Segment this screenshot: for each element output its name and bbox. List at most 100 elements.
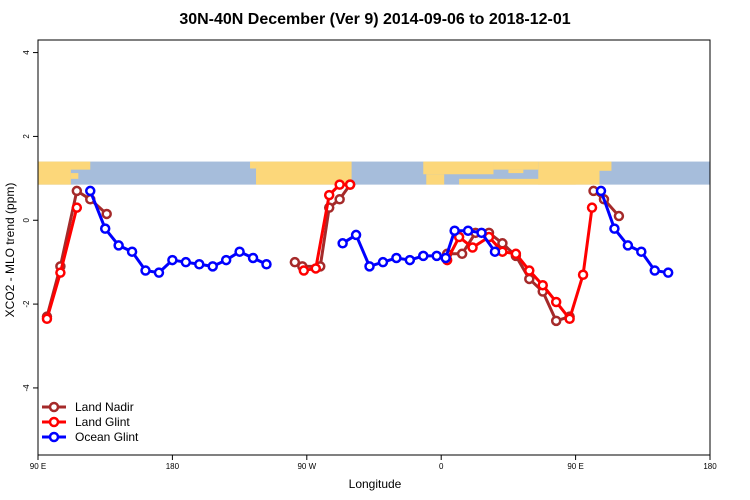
data-point [344, 179, 356, 190]
data-point [71, 202, 83, 213]
data-point [497, 238, 508, 249]
data-point [577, 269, 589, 280]
map-strip [38, 161, 710, 185]
data-point [153, 267, 165, 278]
data-point [431, 250, 442, 262]
data-point [207, 261, 218, 272]
map-land-region [493, 161, 539, 170]
data-point [140, 265, 151, 276]
map-land-region [423, 161, 494, 175]
data-point [462, 225, 474, 236]
y-tick-label: 0 [22, 217, 31, 222]
legend-label: Ocean Glint [75, 430, 139, 444]
series-line [45, 207, 79, 320]
x-tick-label: 180 [703, 462, 717, 471]
x-axis-label: Longitude [349, 477, 402, 491]
x-tick-label: 90 W [297, 462, 316, 471]
series-land-glint [41, 179, 598, 325]
y-axis: -4 -2 0 2 4 [22, 50, 38, 392]
x-tick-label: 180 [166, 462, 180, 471]
data-point [310, 263, 322, 274]
data-point [71, 185, 83, 197]
chart-title: 30N-40N December (Ver 9) 2014-09-06 to 2… [179, 11, 570, 28]
series-ocean-glint [85, 185, 674, 278]
plot-frame [37, 39, 711, 456]
data-point [550, 296, 562, 308]
data-point [510, 248, 522, 260]
data-point [85, 185, 96, 197]
map-land-region [256, 161, 352, 185]
y-tick-label: 4 [22, 50, 31, 55]
data-point [564, 313, 575, 325]
legend-marker [48, 416, 60, 428]
data-point [101, 208, 112, 220]
map-land-region [38, 168, 71, 185]
y-tick-label: -4 [22, 384, 31, 392]
map-land-region [508, 169, 524, 174]
data-point [41, 313, 53, 325]
data-point [418, 250, 429, 262]
data-point [113, 240, 124, 251]
y-tick-label: -2 [22, 300, 31, 308]
data-point [247, 252, 259, 264]
data-point [298, 265, 310, 276]
x-tick-label: 0 [439, 462, 444, 471]
data-point [167, 254, 178, 266]
data-point [537, 279, 548, 291]
data-point [649, 265, 660, 276]
map-land-region [250, 161, 257, 169]
data-point [334, 179, 345, 190]
legend-marker [48, 431, 60, 443]
data-point [364, 261, 375, 272]
data-point [489, 246, 501, 257]
map-land-region [38, 161, 91, 170]
data-point [289, 256, 301, 268]
data-point [550, 315, 562, 327]
data-point [524, 265, 535, 276]
data-point [126, 246, 138, 257]
legend-label: Land Nadir [75, 400, 134, 414]
data-point [456, 248, 468, 260]
data-point [636, 246, 647, 257]
data-point [337, 238, 348, 249]
y-tick-label: 2 [22, 134, 31, 139]
map-land-region [538, 161, 600, 185]
data-point [99, 223, 111, 234]
data-point [613, 210, 625, 222]
data-point [377, 256, 389, 268]
data-point [449, 225, 460, 236]
data-point [404, 254, 416, 266]
y-axis-label: XCO2 - MLO trend (ppm) [3, 183, 17, 318]
data-point [622, 240, 634, 251]
data-point [476, 227, 487, 239]
data-point [234, 246, 245, 257]
legend-marker [48, 401, 60, 413]
data-point [220, 254, 232, 266]
data-point [524, 273, 535, 285]
data-point [350, 229, 362, 241]
series-line [88, 190, 268, 275]
series-layer [41, 179, 674, 327]
data-point [194, 259, 205, 270]
map-land-region [426, 174, 445, 185]
data-point [261, 259, 272, 270]
x-axis: 90 E 180 90 W 0 90 E 180 [30, 455, 717, 471]
series-line [447, 231, 571, 323]
map-land-region [459, 178, 576, 185]
x-tick-label: 90 E [567, 462, 583, 471]
data-point [609, 223, 620, 234]
legend-label: Land Glint [75, 415, 130, 429]
data-point [180, 256, 192, 268]
map-land-region [70, 173, 79, 179]
data-point [55, 267, 66, 278]
data-point [586, 202, 598, 213]
data-point [323, 189, 335, 201]
data-point [662, 267, 674, 278]
x-tick-label: 90 E [30, 462, 46, 471]
data-point [391, 252, 402, 264]
data-point [595, 185, 607, 197]
data-point [440, 252, 451, 264]
data-point [334, 194, 345, 205]
